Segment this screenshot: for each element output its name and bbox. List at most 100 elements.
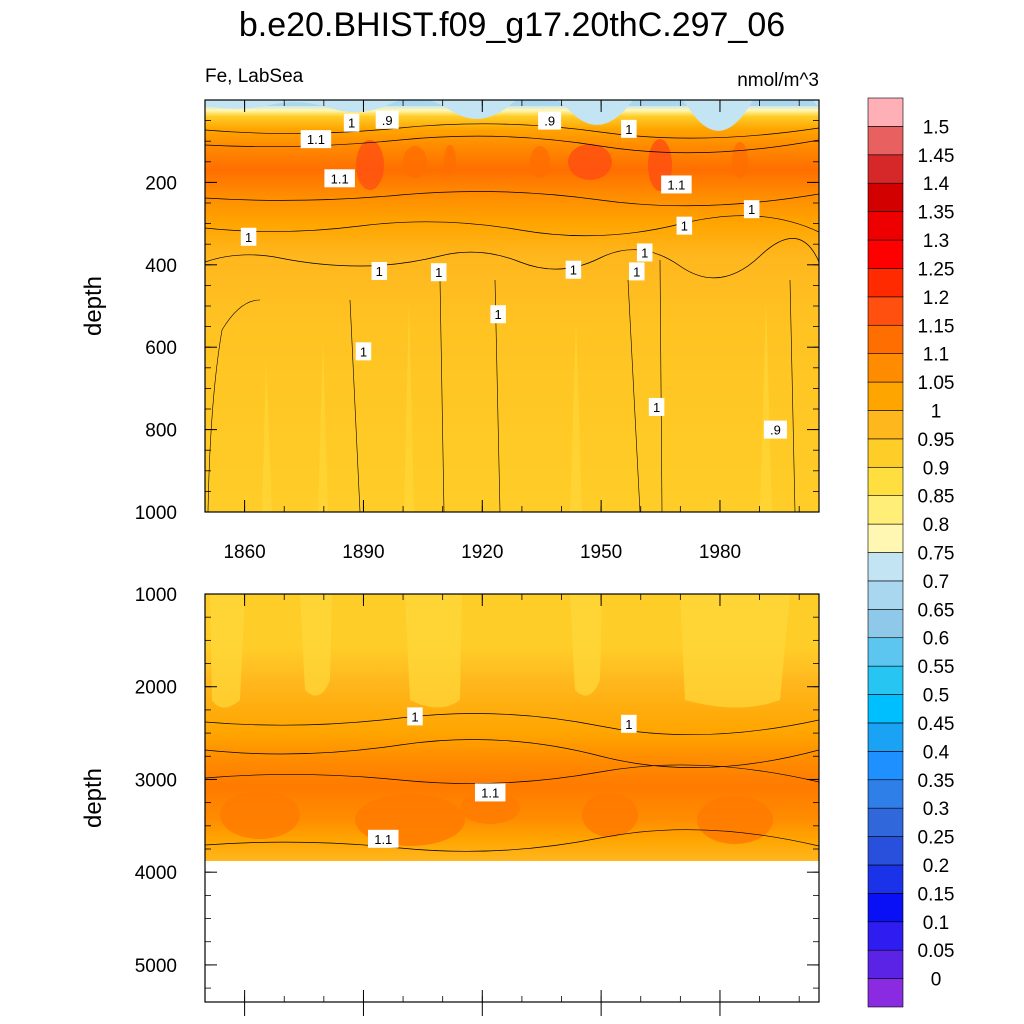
variable-label: Fe, LabSea	[205, 66, 304, 87]
colorbar-tick-label: 0.05	[918, 941, 955, 962]
svg-text:1: 1	[570, 263, 577, 278]
lower-contour-labels: 1 1 1.1 1.1	[368, 707, 637, 848]
upper-x-tick-label: 1860	[223, 542, 265, 563]
colorbar-swatch	[867, 949, 904, 979]
colorbar-swatch	[867, 495, 904, 525]
colorbar-swatch	[867, 410, 904, 440]
colorbar-tick-label: 1.2	[923, 288, 949, 309]
upper-y-axis-label: depth	[80, 276, 107, 336]
colorbar-tick-label: 0.9	[923, 458, 949, 479]
colorbar-swatch	[867, 609, 904, 639]
colorbar-tick-label: 0.4	[923, 742, 950, 763]
colorbar-swatch	[867, 97, 904, 127]
svg-text:.9: .9	[770, 423, 781, 438]
colorbar-swatch	[867, 353, 904, 383]
lower-plot-frame	[204, 593, 820, 1003]
upper-x-tick-label: 1890	[342, 542, 384, 563]
colorbar-swatch	[867, 978, 904, 1008]
colorbar-swatch	[867, 211, 904, 241]
colorbar-tick-label: 0.2	[923, 856, 949, 877]
colorbar-swatch	[867, 580, 904, 610]
colorbar-swatch	[867, 552, 904, 582]
upper-y-tick-label: 1000	[135, 503, 177, 524]
colorbar-tick-label: 0.25	[918, 828, 955, 849]
svg-text:1.1: 1.1	[667, 177, 685, 192]
colorbar-tick-label: 0.7	[923, 572, 949, 593]
lower-contour-fill	[205, 594, 819, 862]
colorbar-tick-label: 0.6	[923, 629, 949, 650]
colorbar-tick-label: 0.85	[918, 487, 955, 508]
lower-contour-label: 1.1	[474, 783, 506, 802]
svg-text:1: 1	[348, 116, 355, 131]
upper-contour-label: .9	[375, 110, 399, 129]
colorbar-tick-label: 1	[931, 401, 942, 422]
svg-text:.9: .9	[544, 114, 555, 129]
upper-contour-label: 1	[240, 227, 257, 246]
colorbar-tick-label: 1.4	[923, 174, 950, 195]
chart-title: b.e20.BHIST.f09_g17.20thC.297_06	[239, 6, 785, 44]
colorbar-tick-label: 1.3	[923, 231, 949, 252]
lower-y-ticks: 1000 2000 3000 4000 5000	[135, 585, 819, 989]
svg-text:1: 1	[435, 265, 442, 280]
colorbar-swatch	[867, 665, 904, 695]
colorbar-tick-label: 0.65	[918, 600, 955, 621]
colorbar-swatch	[867, 182, 904, 212]
colorbar-tick-label: 0.3	[923, 799, 949, 820]
svg-text:1.1: 1.1	[307, 132, 325, 147]
lower-contour-label: 1.1	[368, 829, 399, 848]
lower-contour-label: 1	[621, 714, 637, 733]
svg-text:1: 1	[681, 219, 688, 234]
upper-x-tick-label: 1950	[580, 542, 622, 563]
upper-contour-label: 1.1	[661, 175, 692, 194]
colorbar-swatch	[867, 268, 904, 298]
colorbar-swatch	[867, 324, 904, 354]
upper-contour-label: 1	[371, 261, 388, 280]
colorbar-swatch	[867, 893, 904, 923]
upper-y-tick-label: 400	[145, 256, 177, 277]
colorbar-swatch	[867, 296, 904, 326]
colorbar-tick-label: 0.8	[923, 515, 949, 536]
lower-y-tick-label: 1000	[135, 585, 177, 606]
upper-x-ticks: 1860 1890 1920 1950 1980	[204, 100, 800, 563]
lower-x-ticks	[204, 594, 800, 1016]
upper-contour-label: 1	[490, 305, 506, 324]
upper-contour-fill	[205, 100, 819, 512]
svg-text:1: 1	[495, 307, 502, 322]
colorbar-swatch	[867, 466, 904, 496]
upper-contour-label: 1	[636, 243, 653, 262]
svg-text:1: 1	[653, 400, 660, 415]
svg-text:1: 1	[625, 122, 632, 137]
svg-text:1: 1	[360, 344, 367, 359]
lower-contour-label: 1	[407, 707, 423, 726]
colorbar-tick-label: 0.55	[918, 657, 955, 678]
upper-contour-label: 1	[430, 263, 447, 282]
svg-text:1: 1	[625, 717, 632, 732]
colorbar-tick-label: 0.95	[918, 430, 955, 451]
colorbar-tick-label: 0.5	[923, 686, 949, 707]
colorbar-swatch	[867, 722, 904, 752]
upper-contour-label: 1	[565, 260, 582, 279]
upper-contour-label: 1	[648, 397, 665, 416]
svg-text:1: 1	[633, 264, 640, 279]
lower-y-tick-label: 4000	[135, 863, 177, 884]
colorbar-swatch	[867, 751, 904, 781]
lower-y-axis-label: depth	[80, 768, 107, 828]
svg-text:1: 1	[411, 709, 418, 724]
svg-text:1: 1	[245, 230, 252, 245]
upper-contour-label: 1	[343, 113, 360, 132]
svg-text:1.1: 1.1	[331, 171, 349, 186]
colorbar-swatch	[867, 921, 904, 951]
svg-text:1: 1	[748, 202, 755, 217]
colorbar-tick-label: 1.25	[918, 259, 955, 280]
upper-contour-label: 1.1	[300, 130, 332, 149]
colorbar: 0 0.05 0.1 0.15 0.2 0.25 0.3 0.35 0.4 0.45 0.5 0.55…	[867, 97, 955, 1008]
lower-panel: depth 1000 2000 3000 4000 5000 1 1 1.1 1.1	[80, 585, 820, 1016]
upper-contour-labels: 1.1 1 .9 .9 1 1.1 1.1 1 1 1 1 1 1 1 1 1 1 1 .9	[240, 110, 787, 439]
colorbar-swatch	[867, 779, 904, 809]
upper-y-ticks: 200 400 600 800 1000	[135, 99, 819, 524]
colorbar-tick-label: 1.1	[923, 345, 949, 366]
upper-x-tick-label: 1920	[461, 542, 503, 563]
colorbar-tick-label: 0	[931, 970, 942, 991]
